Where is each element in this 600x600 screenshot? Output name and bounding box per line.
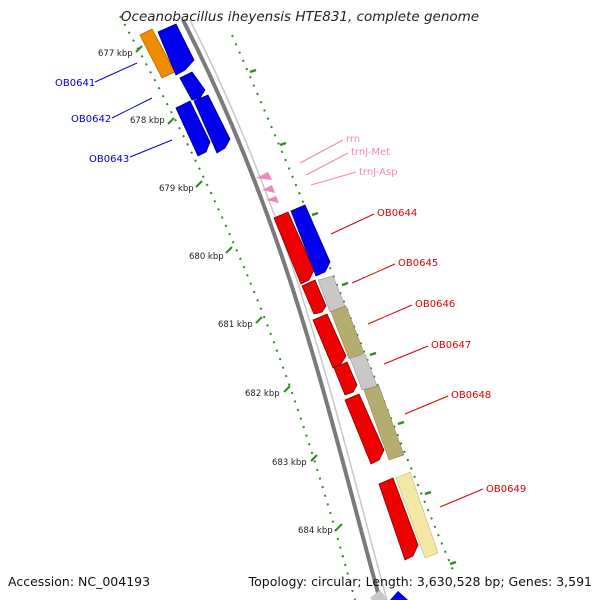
leader-lines: [94, 62, 484, 508]
outer-track-ticks: [249, 68, 457, 566]
gene-ob0643-block-a[interactable]: [175, 100, 211, 157]
gene-ob0642-block[interactable]: [179, 71, 206, 101]
gene-ob0647-red-block[interactable]: [333, 361, 358, 396]
leader-ob0649: [439, 488, 484, 508]
gene-label-ob0644[interactable]: OB0644: [377, 208, 417, 219]
topology-label: Topology: circular; Length: 3,630,528 bp…: [248, 574, 592, 589]
gene-ob0641-block[interactable]: [157, 23, 195, 76]
scale-label: 684 kbp: [298, 526, 333, 536]
scale-tick: [310, 454, 318, 462]
gene-ob0644-blue-block[interactable]: [290, 204, 331, 277]
scale-tick: [167, 117, 175, 125]
leader-ob0642: [111, 97, 153, 119]
outer-tick: [369, 351, 377, 357]
accession-label: Accession: NC_004193: [8, 574, 151, 589]
bottom-blue-block: [390, 591, 408, 600]
gene-label-ob0643[interactable]: OB0643: [89, 154, 129, 165]
gene-ob0644-red-block[interactable]: [273, 211, 315, 285]
rna-label-trnj-asp[interactable]: trnJ-Asp: [359, 167, 398, 178]
leader-ob0645: [351, 263, 396, 284]
scale-tick: [335, 523, 343, 531]
leader-ob0643: [129, 139, 173, 158]
genome-backbone: [181, 19, 382, 600]
scale-label: 677 kbp: [98, 49, 133, 59]
leader-trnj-asp: [310, 171, 357, 186]
leader-ob0646: [367, 304, 413, 325]
gene-ob0648-red-block[interactable]: [344, 393, 385, 465]
rna-label-trnj-met[interactable]: trnJ-Met: [351, 147, 390, 158]
outer-tick: [397, 420, 405, 426]
gene-ob0648-khaki-block[interactable]: [363, 385, 405, 461]
scale-tick: [135, 45, 143, 53]
rna-label-rrn[interactable]: rrn: [346, 134, 360, 145]
gene-ob0646-red-block[interactable]: [312, 313, 347, 369]
leader-ob0644: [330, 213, 375, 235]
gene-label-ob0649[interactable]: OB0649: [486, 484, 526, 495]
rna-rrn-arrow[interactable]: [256, 172, 272, 180]
map-title: Oceanobacillus iheyensis HTE831, complet…: [120, 9, 480, 25]
leader-trnj-met: [305, 152, 349, 176]
gene-label-ob0647[interactable]: OB0647: [431, 340, 471, 351]
bottom-grey-block: [370, 590, 388, 600]
scale-label: 682 kbp: [245, 389, 280, 399]
scale-tick: [283, 385, 291, 393]
scale-label: 680 kbp: [189, 252, 224, 262]
leader-ob0641: [94, 62, 138, 83]
lower-gene-blocks: [273, 204, 439, 600]
gene-label-ob0648[interactable]: OB0648: [451, 390, 491, 401]
gene-ob0643-block-b[interactable]: [193, 94, 231, 154]
gene-label-ob0641[interactable]: OB0641: [55, 78, 95, 89]
scale-label: 678 kbp: [130, 116, 165, 126]
genome-backbone-inner: [189, 19, 388, 600]
outer-tick: [449, 560, 457, 566]
outer-tick: [279, 141, 287, 147]
outer-dotted-track: [231, 34, 456, 576]
scale-tick: [225, 246, 233, 254]
leader-rrn: [299, 139, 344, 164]
leader-ob0648: [404, 395, 449, 415]
leader-ob0647: [383, 345, 429, 365]
feature-labels: OB0641 OB0642 OB0643 rrn trnJ-Met trnJ-A…: [55, 78, 526, 495]
gene-label-ob0645[interactable]: OB0645: [398, 258, 438, 269]
scale-tick: [195, 180, 203, 188]
rna-trnj-asp-arrow[interactable]: [266, 196, 279, 203]
gene-ob0645-grey-block[interactable]: [317, 275, 346, 313]
outer-tick: [341, 281, 349, 287]
top-gene-blocks: [139, 23, 231, 157]
outer-tick: [249, 68, 257, 74]
scale-labels: 677 kbp 678 kbp 679 kbp 680 kbp 681 kbp …: [98, 49, 333, 536]
scale-ticks: [135, 45, 343, 531]
gene-ob0649-red-block[interactable]: [378, 477, 419, 561]
outer-tick: [424, 490, 432, 496]
gene-label-ob0646[interactable]: OB0646: [415, 299, 455, 310]
outer-tick: [311, 211, 319, 217]
gene-ob0649-yellow-block[interactable]: [395, 471, 439, 559]
rna-trnj-met-arrow[interactable]: [262, 185, 275, 193]
gene-label-ob0642[interactable]: OB0642: [71, 114, 111, 125]
rna-genes: [256, 172, 279, 203]
scale-label: 683 kbp: [272, 458, 307, 468]
gene-ob0645-red-block[interactable]: [301, 279, 327, 315]
gene-ob0646-khaki-block[interactable]: [330, 305, 365, 360]
scale-label: 679 kbp: [159, 184, 194, 194]
gene-ob0647-grey-block[interactable]: [349, 353, 378, 391]
scale-tick: [255, 316, 263, 324]
scale-label: 681 kbp: [218, 320, 253, 330]
